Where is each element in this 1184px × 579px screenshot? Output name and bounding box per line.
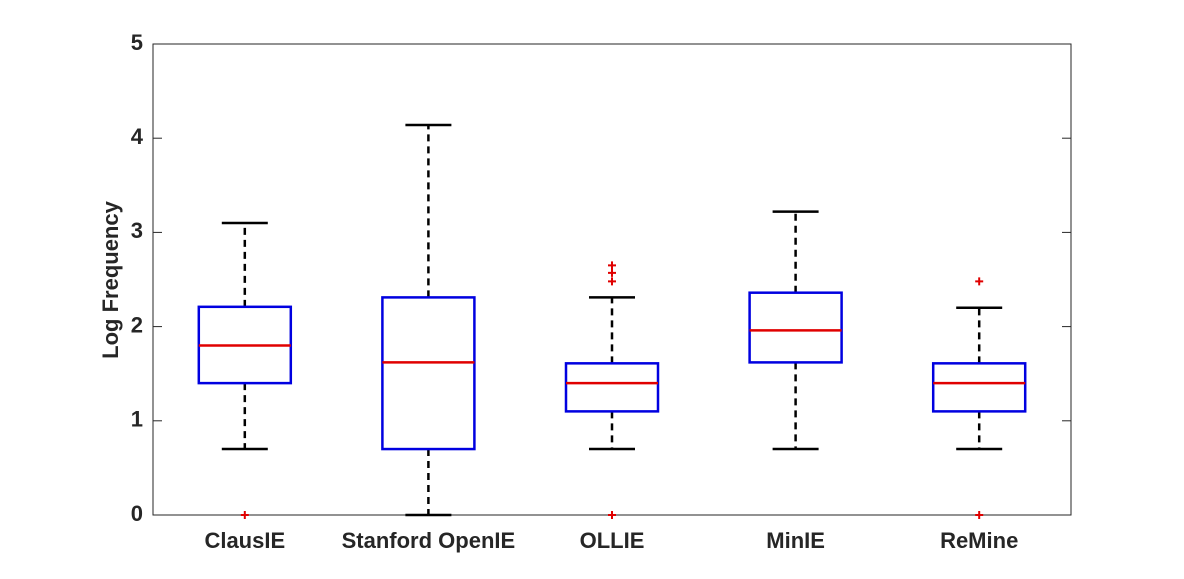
outlier bbox=[975, 511, 984, 519]
box bbox=[564, 362, 660, 413]
outlier bbox=[240, 511, 249, 519]
outlier bbox=[608, 261, 616, 270]
outlier bbox=[608, 268, 616, 277]
x-tick-label: ClausIE bbox=[204, 528, 285, 553]
y-tick-label: 0 bbox=[131, 501, 143, 526]
box bbox=[748, 291, 843, 364]
outlier bbox=[975, 277, 984, 286]
x-tick-label: MinIE bbox=[766, 528, 825, 553]
box bbox=[381, 296, 476, 451]
y-tick-label: 2 bbox=[131, 312, 143, 337]
x-tick-label: Stanford OpenIE bbox=[342, 528, 516, 553]
y-tick-label: 3 bbox=[131, 218, 143, 243]
outlier bbox=[608, 511, 616, 519]
box bbox=[931, 362, 1027, 413]
y-tick-label: 1 bbox=[131, 407, 143, 432]
x-tick-label: OLLIE bbox=[580, 528, 645, 553]
y-axis-label: Log Frequency bbox=[98, 200, 123, 358]
y-tick-label: 5 bbox=[131, 30, 143, 55]
outlier bbox=[608, 277, 616, 286]
y-tick-label: 4 bbox=[131, 124, 144, 149]
x-tick-label: ReMine bbox=[940, 528, 1018, 553]
